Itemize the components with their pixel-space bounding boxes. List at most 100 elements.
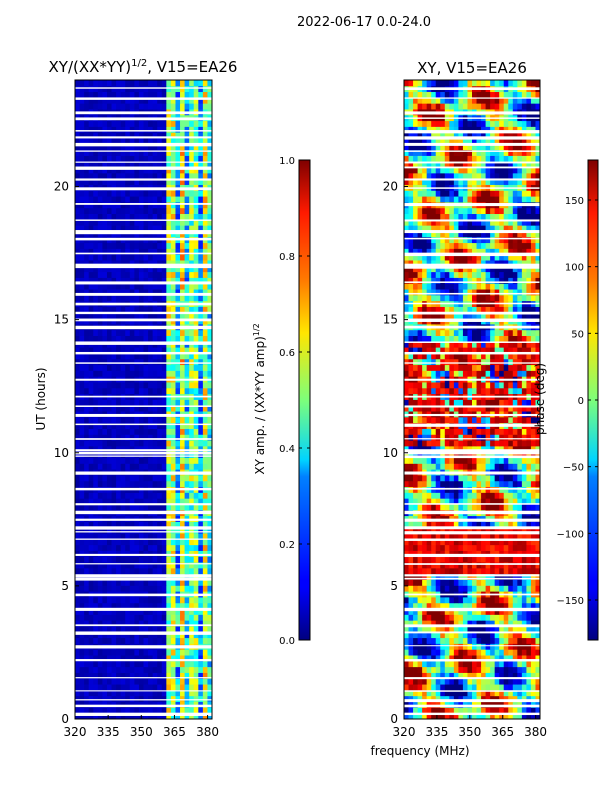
phase-cell	[404, 521, 409, 528]
phase-cell	[521, 445, 527, 453]
amp-cell	[79, 143, 85, 151]
phase-cell	[467, 416, 473, 424]
amp-cell	[184, 271, 190, 278]
phase-cell	[476, 672, 482, 679]
phase-cell	[426, 707, 432, 714]
phase-cell	[408, 544, 414, 551]
amp-cell	[79, 544, 85, 551]
amp-cell	[207, 172, 213, 180]
amp-cell	[166, 498, 172, 505]
phase-cell	[472, 445, 477, 453]
amp-cell	[88, 445, 94, 453]
amp-cell	[79, 713, 85, 720]
amp-cell	[125, 271, 131, 278]
amp-cell	[184, 254, 190, 261]
amp-cell	[129, 207, 135, 215]
phase-cell	[440, 556, 446, 563]
amp-cell	[93, 707, 99, 714]
amp-cell	[166, 312, 172, 319]
amp-cell	[189, 283, 195, 290]
amp-cell	[157, 353, 163, 360]
amp-cell	[170, 172, 176, 180]
phase-cell	[530, 457, 536, 464]
amp-cell	[166, 289, 172, 296]
phase-cell	[472, 440, 477, 447]
phase-cell	[490, 608, 496, 615]
phase-cell	[431, 486, 437, 493]
amp-cell	[166, 660, 172, 668]
phase-cell	[444, 475, 450, 482]
phase-cell	[426, 550, 432, 557]
amp-cell	[75, 567, 80, 575]
amp-cell	[189, 364, 195, 371]
phase-cell	[422, 457, 428, 464]
amp-cell	[184, 294, 190, 302]
amp-cell	[175, 248, 181, 255]
amp-cell	[120, 550, 126, 557]
amp-cell	[106, 190, 112, 197]
amp-cell	[138, 521, 144, 528]
amp-cell	[120, 666, 126, 673]
amp-cell	[84, 289, 90, 296]
amp-cell	[84, 445, 90, 453]
amp-cell	[125, 167, 131, 174]
phase-cell	[444, 428, 450, 435]
phase-cell	[462, 527, 468, 534]
amp-cell	[120, 138, 126, 145]
amp-cell	[180, 167, 185, 174]
phase-cell	[453, 626, 459, 633]
amp-cell	[120, 480, 126, 488]
amp-cell	[116, 655, 122, 662]
phase-cell	[508, 550, 514, 557]
amp-cell	[102, 143, 108, 151]
phase-cell	[413, 713, 418, 720]
amp-cell	[79, 562, 85, 569]
amp-cell	[161, 533, 167, 540]
amp-cell	[125, 91, 131, 98]
phase-cell	[517, 556, 523, 563]
amp-cell	[143, 660, 149, 668]
amp-cell	[193, 655, 199, 662]
amp-cell	[79, 190, 85, 197]
phase-cell	[449, 666, 455, 673]
phase-cell	[526, 585, 532, 592]
amp-cell	[202, 579, 208, 586]
amp-cell	[184, 91, 190, 98]
phase-cell	[417, 538, 423, 546]
amp-cell	[97, 196, 103, 203]
phase-cell	[417, 544, 423, 551]
amp-cell	[143, 550, 149, 557]
amp-cell	[116, 120, 122, 127]
amp-cell	[125, 207, 131, 215]
amp-cell	[138, 225, 144, 232]
amp-cell	[152, 579, 158, 586]
amp-cell	[129, 329, 135, 336]
phase-cell	[472, 463, 477, 470]
phase-cell	[435, 457, 441, 464]
amp-cell	[75, 382, 80, 389]
amp-cell	[157, 538, 163, 546]
phase-cell	[404, 672, 409, 679]
amp-cell	[111, 335, 117, 342]
phase-cell	[530, 475, 536, 482]
amp-cell	[88, 172, 94, 180]
amp-cell	[88, 597, 94, 604]
phase-cell	[422, 533, 428, 540]
amp-cell	[193, 707, 199, 714]
amp-cell	[202, 695, 208, 702]
amp-cell	[106, 463, 112, 470]
phase-cell	[476, 538, 482, 546]
phase-cell	[426, 608, 432, 615]
phase-cell	[485, 701, 491, 708]
amp-cell	[207, 631, 213, 639]
amp-cell	[116, 277, 122, 284]
amp-cell	[106, 225, 112, 232]
amp-cell	[84, 562, 90, 569]
phase-cell	[444, 445, 450, 453]
phase-cell	[472, 649, 477, 656]
amp-cell	[116, 626, 122, 633]
amp-cell	[202, 678, 208, 685]
phase-cell	[508, 562, 514, 569]
amp-cell	[93, 190, 99, 197]
amp-cell	[157, 190, 163, 197]
